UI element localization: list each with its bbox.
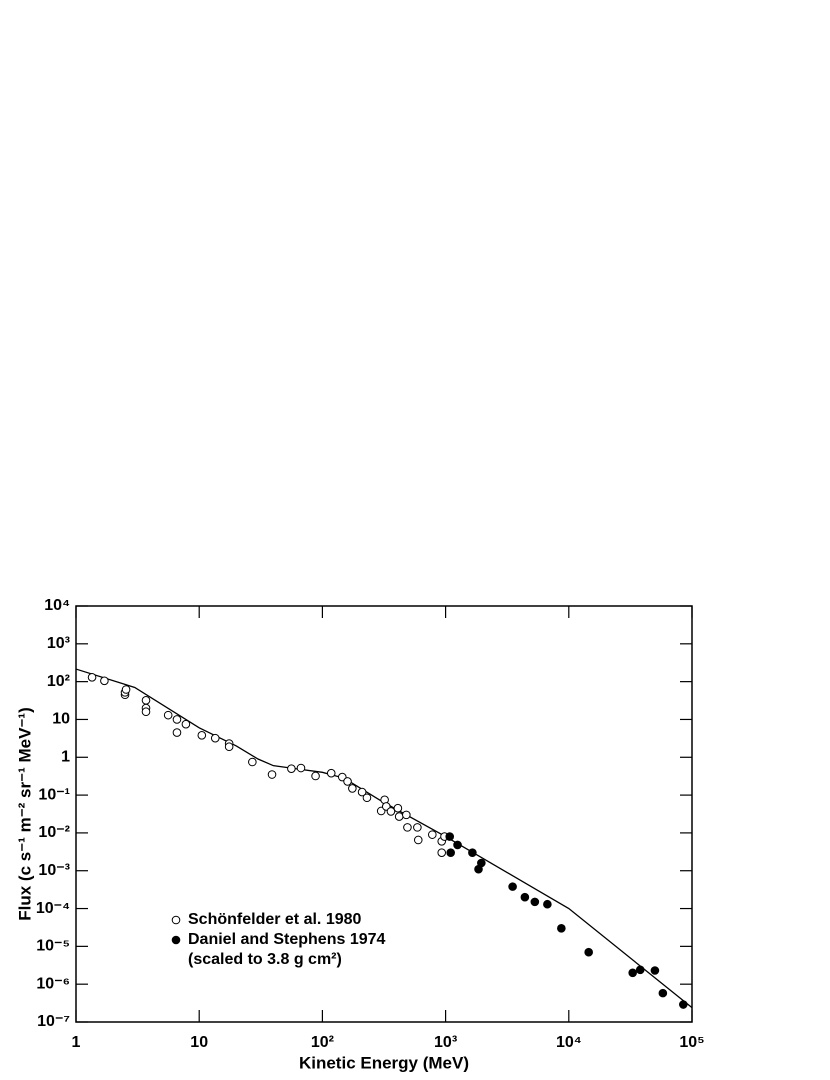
- data-point: [403, 823, 412, 832]
- data-point: [100, 676, 109, 686]
- y-tick-label: 10⁴: [44, 597, 70, 614]
- data-point: [393, 803, 403, 813]
- y-tick-label: 10⁻³: [38, 862, 70, 879]
- data-point: [311, 771, 320, 781]
- data-point: [453, 840, 462, 850]
- data-point: [267, 770, 277, 779]
- data-point: [530, 897, 540, 907]
- data-point: [650, 966, 660, 975]
- data-point: [394, 812, 404, 821]
- data-point: [437, 848, 447, 857]
- x-axis-label: Kinetic Energy (MeV): [299, 1053, 469, 1072]
- data-point: [658, 988, 668, 998]
- legend-marker: [171, 935, 181, 945]
- data-point: [121, 685, 131, 694]
- data-point: [413, 823, 422, 832]
- y-tick-label: 10⁻⁵: [36, 938, 70, 955]
- data-point: [197, 731, 207, 740]
- data-point: [326, 768, 336, 778]
- data-point: [584, 947, 593, 957]
- fit-curve: [75, 668, 693, 1009]
- y-tick-label: 10: [52, 711, 70, 728]
- data-point: [210, 733, 220, 743]
- legend-note: (scaled to 3.8 g cm²): [188, 951, 342, 968]
- data-point: [413, 835, 423, 845]
- y-tick-label: 10⁻⁷: [37, 1013, 70, 1030]
- y-tick-label: 10⁻¹: [38, 786, 70, 803]
- data-point: [248, 757, 257, 767]
- data-point: [679, 1000, 688, 1009]
- data-point: [635, 965, 645, 975]
- data-point: [141, 696, 151, 705]
- x-tick-label: 10: [190, 1034, 208, 1051]
- data-point: [172, 715, 182, 724]
- x-tick-label: 10⁴: [556, 1034, 582, 1051]
- data-point: [141, 707, 151, 717]
- y-tick-label: 10³: [47, 635, 70, 652]
- y-tick-label: 10⁻⁶: [36, 975, 70, 992]
- data-point: [357, 787, 367, 797]
- data-point: [520, 892, 530, 902]
- y-axis-label: Flux (c s⁻¹ m⁻² sr⁻¹ MeV⁻¹): [15, 707, 34, 920]
- y-tick-label: 10⁻⁴: [36, 900, 70, 917]
- data-point: [362, 793, 372, 803]
- legend-marker: [171, 915, 181, 925]
- data-point: [287, 764, 296, 773]
- y-tick-label: 10⁻²: [38, 824, 70, 841]
- x-tick-label: 10²: [311, 1034, 334, 1051]
- data-point: [386, 807, 396, 816]
- data-point: [348, 784, 357, 793]
- y-tick-label: 10²: [47, 673, 70, 690]
- data-point: [446, 848, 455, 857]
- legend-label: Schönfelder et al. 1980: [188, 911, 362, 928]
- data-point: [402, 810, 411, 820]
- data-point: [445, 832, 455, 841]
- data-point: [428, 830, 437, 839]
- data-point: [557, 924, 566, 933]
- data-point: [508, 882, 517, 891]
- data-point: [628, 968, 637, 978]
- data-point: [477, 858, 486, 868]
- plot-frame: [75, 605, 693, 1023]
- data-point: [172, 728, 182, 737]
- data-point: [87, 673, 97, 682]
- data-point: [181, 719, 191, 729]
- data-point: [468, 848, 477, 857]
- data-point: [343, 777, 352, 786]
- x-tick-label: 10⁵: [679, 1034, 704, 1051]
- data-point: [163, 710, 173, 720]
- y-tick-label: 1: [61, 748, 70, 765]
- x-tick-label: 1: [72, 1034, 81, 1051]
- data-point: [296, 763, 306, 773]
- legend-label: Daniel and Stephens 1974: [188, 931, 386, 948]
- data-point: [224, 742, 234, 752]
- x-tick-label: 10³: [434, 1034, 457, 1051]
- data-point: [543, 899, 552, 909]
